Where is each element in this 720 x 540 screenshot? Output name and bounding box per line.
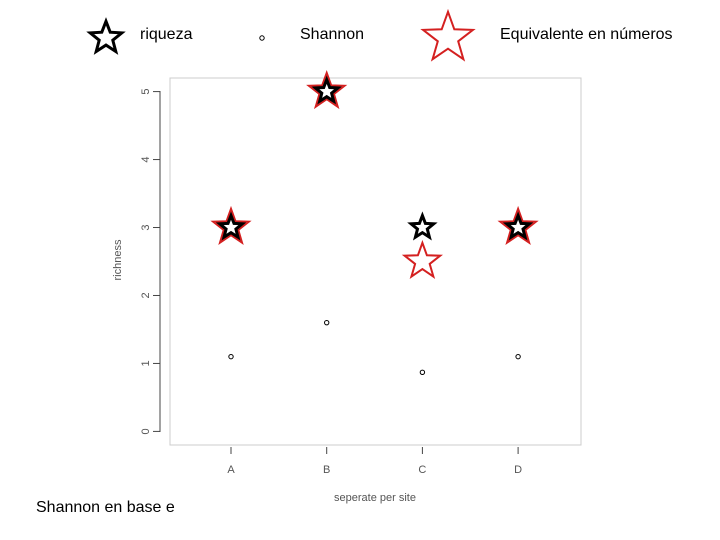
legend-marker	[259, 35, 265, 41]
x-tick-label: C	[418, 464, 426, 476]
star-point	[502, 211, 534, 241]
star-point	[497, 205, 539, 245]
star-point	[401, 239, 443, 279]
legend-label: Shannon	[300, 26, 364, 43]
legend-marker	[420, 8, 476, 62]
star-point	[210, 205, 252, 245]
x-tick-label: B	[323, 464, 330, 476]
y-tick-label: 5	[140, 89, 152, 95]
y-tick-label: 4	[140, 156, 152, 162]
legend-label: riqueza	[140, 26, 193, 43]
star-point	[407, 211, 438, 241]
plot-frame	[169, 77, 582, 446]
star-point	[215, 211, 247, 241]
y-tick-label: 0	[140, 428, 152, 434]
legend-marker	[86, 17, 126, 55]
point	[515, 353, 521, 360]
point	[419, 369, 426, 375]
star-point	[306, 69, 348, 110]
y-tick-label: 3	[140, 224, 152, 230]
x-tick-label: A	[227, 464, 235, 476]
x-axis-label: seperate per site	[334, 492, 416, 504]
y-tick-label: 1	[140, 360, 152, 366]
caption: Shannon en base e	[36, 499, 175, 516]
point	[228, 353, 234, 360]
legend-label: Equivalente en números	[500, 26, 673, 43]
y-tick-label: 2	[140, 292, 152, 298]
y-axis-label: richness	[112, 239, 124, 280]
point	[324, 319, 330, 326]
x-tick-label: D	[514, 464, 522, 476]
star-point	[311, 75, 342, 105]
